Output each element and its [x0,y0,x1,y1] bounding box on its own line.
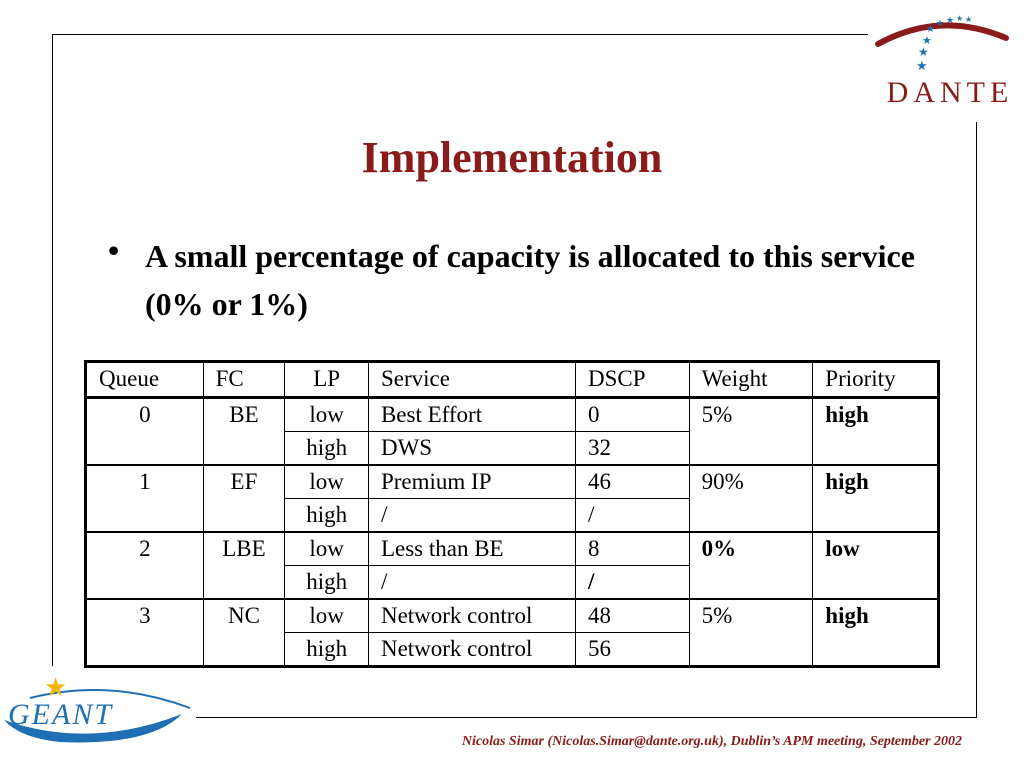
dscp-cell: 46 [575,464,690,499]
service-cell: Less than BE [367,531,577,566]
priority-cell: high [812,397,939,466]
svg-text:★: ★ [926,24,935,35]
frame-top-line [52,34,868,35]
dante-logo: ★ ★ ★ ★ ★ ★ ★ ★ DANTE [870,8,1024,109]
fc-cell: LBE [202,531,286,600]
bullet-marker: • [108,232,120,268]
svg-text:★: ★ [918,45,929,59]
svg-text:★: ★ [965,15,972,24]
frame-bottom-line [196,717,977,718]
frame-left-line [52,34,53,666]
lp-cell: low [284,464,369,499]
service-cell: / [367,565,577,600]
col-header-fc: FC [202,361,286,399]
fc-cell: BE [202,397,286,466]
svg-text:★: ★ [922,34,932,47]
dante-arc-stars-graphic: ★ ★ ★ ★ ★ ★ ★ ★ [875,14,1009,74]
service-cell: Premium IP [367,464,577,499]
geant-logo: ★ GEANT [0,668,196,748]
dante-logo-text: DANTE [886,76,1014,109]
queue-cell: 3 [85,598,204,667]
queue-cell: 0 [85,397,204,466]
service-cell: Network control [367,632,577,667]
col-header-priority: Priority [812,361,939,399]
table-row: high DWS 32 [86,431,939,466]
fc-cell: EF [202,464,286,533]
col-header-queue: Queue [85,361,204,399]
col-header-lp: LP [284,361,369,399]
service-cell: DWS [367,431,577,466]
weight-cell: 90% [688,464,814,533]
table-row: 3 NC low Network control 48 5% high [85,598,939,667]
slide-title: Implementation [361,133,663,182]
lp-cell: high [284,498,369,533]
service-cell: / [367,498,577,533]
priority-cell: high [812,598,939,667]
dscp-cell: / [575,498,690,533]
footer-credit: Nicolas Simar (Nicolas.Simar@dante.org.u… [461,734,962,749]
frame-right-line [976,122,977,718]
table-row: high Network control 56 [86,632,939,667]
table-row: 2 LBE low Less than BE 8 0% low [85,531,939,600]
lp-cell: high [284,632,369,667]
svg-text:★: ★ [956,14,963,23]
geant-swoosh-star-graphic: ★ [4,673,191,743]
bullet-text: A small percentage of capacity is alloca… [145,238,915,322]
weight-cell: 5% [688,598,814,667]
queue-cell: 2 [85,531,204,600]
svg-text:★: ★ [946,16,954,26]
priority-cell: high [812,464,939,533]
dscp-cell: 56 [575,632,690,667]
lp-cell: low [284,531,369,566]
table-header-row: Queue FC LP Service DSCP Weight Priority [85,361,939,399]
priority-cell: low [812,531,939,600]
lp-cell: high [284,565,369,600]
weight-cell: 0% [688,531,814,600]
svg-text:★: ★ [916,59,928,74]
fc-cell: NC [202,598,286,667]
col-header-weight: Weight [688,361,814,399]
svg-text:★: ★ [936,19,944,29]
geant-logo-text: GEANT [8,698,114,731]
dscp-cell: 8 [575,531,690,566]
queue-table: Queue FC LP Service DSCP Weight Priority… [84,360,940,668]
lp-cell: low [284,397,369,432]
dscp-cell: / [575,565,690,600]
col-header-service: Service [367,361,577,399]
queue-cell: 1 [85,464,204,533]
dscp-cell: 32 [575,431,690,466]
table-row: high / / [86,498,939,533]
table-row: 1 EF low Premium IP 46 90% high [85,464,939,533]
weight-cell: 5% [688,397,814,466]
lp-cell: low [284,598,369,633]
service-cell: Best Effort [367,397,577,432]
svg-text:★: ★ [44,673,67,703]
dscp-cell: 48 [575,598,690,633]
lp-cell: high [284,431,369,466]
service-cell: Network control [367,598,577,633]
col-header-dscp: DSCP [575,361,690,399]
table-row: 0 BE low Best Effort 0 5% high [85,397,939,466]
dscp-cell: 0 [575,397,690,432]
